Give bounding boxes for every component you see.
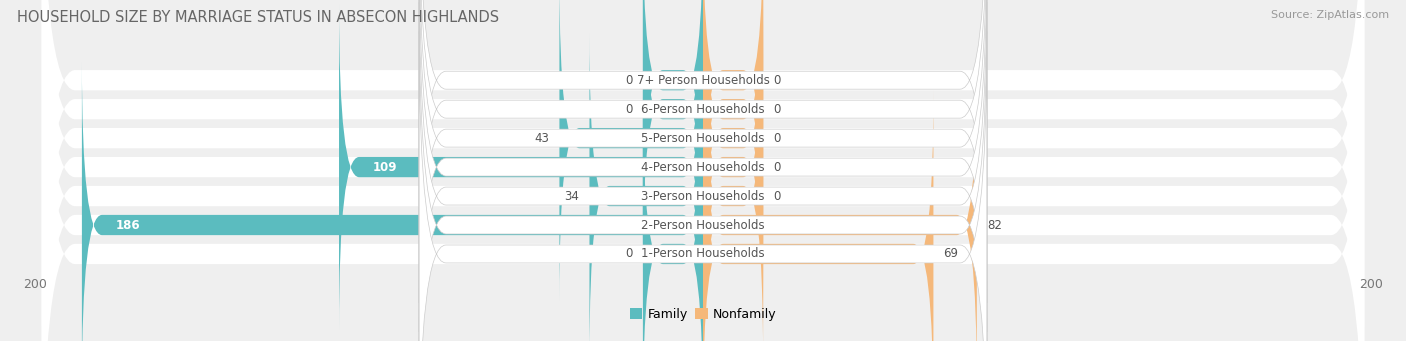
- Text: 2-Person Households: 2-Person Households: [641, 219, 765, 232]
- FancyBboxPatch shape: [42, 0, 1364, 341]
- FancyBboxPatch shape: [419, 0, 987, 341]
- Text: 0: 0: [626, 248, 633, 261]
- Text: 0: 0: [626, 74, 633, 87]
- FancyBboxPatch shape: [703, 90, 934, 341]
- Legend: Family, Nonfamily: Family, Nonfamily: [624, 303, 782, 326]
- FancyBboxPatch shape: [42, 0, 1364, 341]
- Text: 0: 0: [626, 103, 633, 116]
- Text: 109: 109: [373, 161, 396, 174]
- FancyBboxPatch shape: [42, 0, 1364, 341]
- FancyBboxPatch shape: [703, 3, 763, 331]
- FancyBboxPatch shape: [703, 61, 977, 341]
- Text: 186: 186: [115, 219, 141, 232]
- FancyBboxPatch shape: [419, 0, 987, 341]
- FancyBboxPatch shape: [419, 2, 987, 341]
- FancyBboxPatch shape: [703, 0, 763, 273]
- FancyBboxPatch shape: [703, 0, 763, 302]
- Text: 7+ Person Households: 7+ Person Households: [637, 74, 769, 87]
- Text: 4-Person Households: 4-Person Households: [641, 161, 765, 174]
- Text: 69: 69: [943, 248, 959, 261]
- Text: 0: 0: [773, 161, 780, 174]
- FancyBboxPatch shape: [419, 0, 987, 303]
- FancyBboxPatch shape: [419, 31, 987, 341]
- Text: 3-Person Households: 3-Person Households: [641, 190, 765, 203]
- Text: 43: 43: [534, 132, 550, 145]
- Text: 1-Person Households: 1-Person Households: [641, 248, 765, 261]
- Text: 5-Person Households: 5-Person Households: [641, 132, 765, 145]
- FancyBboxPatch shape: [339, 3, 703, 331]
- FancyBboxPatch shape: [42, 0, 1364, 341]
- FancyBboxPatch shape: [589, 32, 703, 341]
- Text: 0: 0: [773, 190, 780, 203]
- FancyBboxPatch shape: [643, 0, 703, 244]
- Text: HOUSEHOLD SIZE BY MARRIAGE STATUS IN ABSECON HIGHLANDS: HOUSEHOLD SIZE BY MARRIAGE STATUS IN ABS…: [17, 10, 499, 25]
- FancyBboxPatch shape: [42, 0, 1364, 341]
- Text: 82: 82: [987, 219, 1001, 232]
- FancyBboxPatch shape: [419, 0, 987, 341]
- Text: Source: ZipAtlas.com: Source: ZipAtlas.com: [1271, 10, 1389, 20]
- FancyBboxPatch shape: [560, 0, 703, 302]
- Text: 0: 0: [773, 74, 780, 87]
- FancyBboxPatch shape: [42, 0, 1364, 341]
- FancyBboxPatch shape: [703, 32, 763, 341]
- Text: 6-Person Households: 6-Person Households: [641, 103, 765, 116]
- Text: 0: 0: [773, 132, 780, 145]
- Text: 34: 34: [565, 190, 579, 203]
- FancyBboxPatch shape: [82, 61, 703, 341]
- FancyBboxPatch shape: [643, 90, 703, 341]
- FancyBboxPatch shape: [643, 0, 703, 273]
- FancyBboxPatch shape: [419, 0, 987, 332]
- FancyBboxPatch shape: [703, 0, 763, 244]
- FancyBboxPatch shape: [42, 0, 1364, 341]
- Text: 0: 0: [773, 103, 780, 116]
